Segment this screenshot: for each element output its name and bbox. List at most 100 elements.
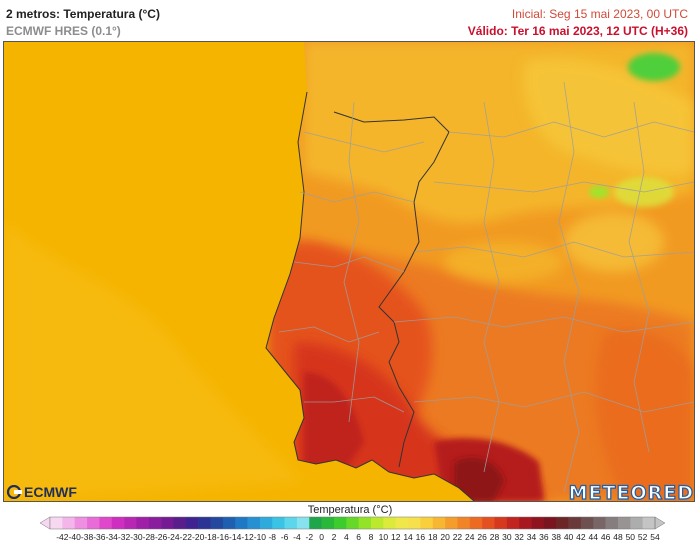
legend-tick-label: -14 xyxy=(229,532,242,542)
legend-tick-label: -26 xyxy=(154,532,168,542)
legend-swatch xyxy=(235,517,248,529)
legend-swatch xyxy=(161,517,174,529)
legend-swatch xyxy=(148,517,162,529)
legend-swatch xyxy=(309,517,322,529)
coastline xyxy=(265,91,475,501)
legend-swatch xyxy=(531,517,545,529)
legend-tick-label: 20 xyxy=(440,532,450,542)
legend-tick-label: -4 xyxy=(293,532,301,542)
legend-swatch xyxy=(99,517,113,529)
legend-tick-label: 6 xyxy=(356,532,362,542)
legend-swatch xyxy=(333,517,347,529)
map-canvas xyxy=(4,42,694,501)
legend-tick-label: -28 xyxy=(142,532,155,542)
legend-tick-label: 46 xyxy=(600,532,611,542)
legend-swatch xyxy=(642,517,656,529)
legend-tick-label: 32 xyxy=(514,532,524,542)
admin-boundaries xyxy=(278,81,694,493)
legend-tick-label: 50 xyxy=(625,532,636,542)
legend-tick-label: 44 xyxy=(588,532,598,542)
legend-tick-label: -36 xyxy=(93,532,106,542)
legend-swatch xyxy=(408,517,421,529)
legend-tick-label: -18 xyxy=(204,532,217,542)
legend-swatch xyxy=(124,517,137,529)
legend-swatch xyxy=(111,517,125,529)
legend-tick-label: 18 xyxy=(428,532,438,542)
legend-tick-label: 54 xyxy=(650,532,660,542)
legend-swatch xyxy=(198,517,211,529)
legend-tick-label: -10 xyxy=(253,532,267,542)
legend-min-arrow xyxy=(40,516,51,530)
legend-swatch xyxy=(173,517,187,529)
legend-swatch xyxy=(432,517,446,529)
legend-tick-label: 2 xyxy=(331,532,337,542)
legend-tick-label: -20 xyxy=(192,532,205,542)
legend-swatch xyxy=(259,517,273,529)
legend-tick-label: 12 xyxy=(390,532,401,542)
legend-tick-label: -12 xyxy=(241,532,254,542)
legend-swatch xyxy=(210,517,224,529)
legend-swatch xyxy=(74,517,88,529)
legend-tick-label: 24 xyxy=(465,532,475,542)
legend-swatch xyxy=(568,517,582,529)
ecmwf-logo: ECMWF xyxy=(6,484,77,500)
legend-swatch xyxy=(383,517,397,529)
legend-swatch xyxy=(272,517,285,529)
legend-tick-label: -2 xyxy=(305,532,314,542)
legend-labels: -42 -40 -38 -36 -34 -32 -30 -28 -26 -24 -22 -20 -18-… xyxy=(0,532,700,544)
legend-tick-label: -42 xyxy=(56,532,69,542)
legend-swatch xyxy=(506,517,520,529)
legend-tick-label: 8 xyxy=(368,532,374,542)
legend-tick-label: -32 xyxy=(117,532,131,542)
legend-swatch xyxy=(580,517,594,529)
legend-swatch xyxy=(185,517,199,529)
legend-tick-label: -30 xyxy=(130,532,143,542)
legend-swatch xyxy=(469,517,483,529)
legend-swatch xyxy=(50,517,63,529)
legend-swatch xyxy=(222,517,236,529)
country-border xyxy=(333,111,450,468)
legend-tick-label: 22 xyxy=(452,532,463,542)
legend-swatch xyxy=(296,517,310,529)
temperature-map[interactable] xyxy=(3,41,695,502)
legend-tick-label: -22 xyxy=(179,532,192,542)
map-title: 2 metros: Temperatura (°C) xyxy=(6,7,160,21)
legend-swatch xyxy=(358,517,372,529)
legend-swatch xyxy=(136,517,150,529)
legend-tick-label: 14 xyxy=(403,532,413,542)
legend-swatch xyxy=(605,517,619,529)
legend-tick-label: -24 xyxy=(167,532,180,542)
valid-time: Válido: Ter 16 mai 2023, 12 UTC (H+36) xyxy=(467,24,688,38)
ecmwf-logo-text: ECMWF xyxy=(24,484,77,500)
ecmwf-logo-icon xyxy=(6,485,22,499)
legend-max-arrow xyxy=(654,516,665,530)
initial-time: Inicial: Seg 15 mai 2023, 00 UTC xyxy=(511,7,688,21)
legend-swatch xyxy=(395,517,409,529)
legend-tick-label: 34 xyxy=(526,532,537,542)
legend-swatch xyxy=(371,517,384,529)
legend-swatch xyxy=(62,517,75,529)
legend-tick-label: -34 xyxy=(105,532,118,542)
land-temperature xyxy=(266,42,694,501)
ocean-shading xyxy=(4,222,304,501)
legend-tick-label: 48 xyxy=(613,532,623,542)
legend-swatch xyxy=(593,517,606,529)
legend-tick-label: 26 xyxy=(477,532,487,542)
legend-tick-label: -38 xyxy=(80,532,94,542)
legend-tick-label: 28 xyxy=(489,532,500,542)
legend-tick-label: 42 xyxy=(576,532,586,542)
legend-tick-label: -16 xyxy=(216,532,229,542)
legend-swatch xyxy=(247,517,261,529)
legend-swatch xyxy=(420,517,434,529)
legend-tick-label: -6 xyxy=(280,532,289,542)
legend-swatch xyxy=(321,517,335,529)
legend-swatch xyxy=(87,517,100,529)
legend-tick-label: 52 xyxy=(637,532,648,542)
legend-swatch xyxy=(519,517,532,529)
meteored-logo: METEORED xyxy=(568,481,694,504)
legend-tick-label: 40 xyxy=(563,532,574,542)
legend-tick-label: -8 xyxy=(268,532,277,542)
legend-tick-label: -40 xyxy=(68,532,81,542)
legend-tick-label: 38 xyxy=(551,532,561,542)
legend-title: Temperatura (°C) xyxy=(307,504,393,516)
